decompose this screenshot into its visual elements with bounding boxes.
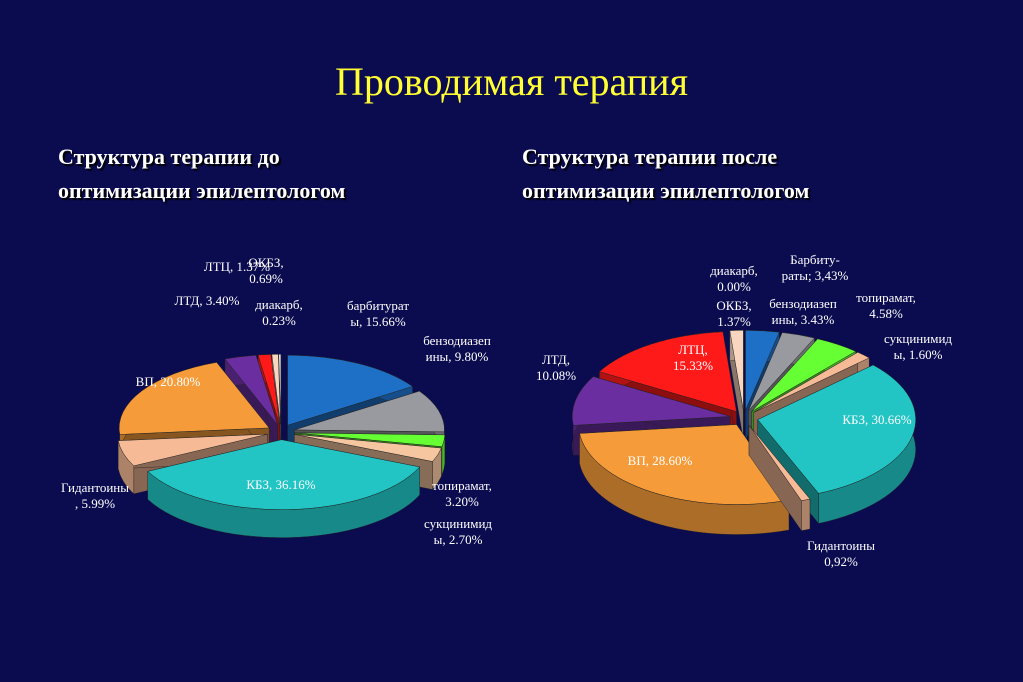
- slice-top: [598, 331, 737, 412]
- left-label-topiramat: топирамат, 3.20%: [432, 478, 492, 509]
- left-label-ltd: ЛТД, 3.40%: [175, 293, 240, 308]
- left-label-vp: ВП, 20.80%: [136, 374, 201, 389]
- slice-top: [118, 362, 270, 435]
- left-subtitle-line-1: Структура терапии до: [58, 144, 280, 169]
- slice-top: [753, 351, 870, 413]
- right-label-ltts: ЛТЦ, 15.33%: [673, 342, 713, 373]
- left-label-benzodiazepiny: бензодиазеп ины, 9.80%: [423, 333, 491, 364]
- right-subtitle-line-1: Структура терапии после: [522, 144, 778, 169]
- left-label-ltts: ЛТЦ, 1.37%: [204, 259, 270, 274]
- slice-top: [147, 439, 421, 510]
- slice-top: [757, 364, 916, 494]
- slice-top: [294, 434, 442, 462]
- left-chart-subtitle: Структура терапии до оптимизации эпилепт…: [58, 140, 345, 208]
- slice-top: [745, 330, 780, 411]
- left-slice-kbz: [147, 439, 421, 538]
- left-label-gidantoiny: Гидантоины, 5.99%: [61, 480, 129, 511]
- left-label-kbz: КБЗ, 36.16%: [246, 477, 315, 492]
- right-slice-gidantoiny: [748, 424, 811, 532]
- slice-top: [224, 355, 278, 425]
- slice-rim: [801, 498, 811, 531]
- slice-top: [257, 354, 280, 425]
- right-label-vp: ВП, 28.60%: [628, 453, 693, 468]
- right-label-benzodiazepiny: бензодиазеп ины, 3.43%: [769, 296, 837, 327]
- left-label-barbituraty: барбитурат ы, 15.66%: [347, 298, 409, 329]
- slice-top: [579, 424, 790, 505]
- right-slice-vp: [579, 423, 790, 535]
- slice-top: [294, 390, 445, 433]
- slice-top: [278, 354, 282, 425]
- right-label-gidantoiny: Гидантоины 0,92%: [807, 538, 875, 569]
- right-label-barbituraty: Барбиту-раты; 3,43%: [782, 252, 849, 283]
- right-label-kbz: КБЗ, 30.66%: [842, 412, 911, 427]
- slice-top: [117, 433, 268, 467]
- slice-top: [729, 330, 744, 411]
- slice-top: [751, 338, 857, 412]
- left-subtitle-line-2: оптимизации эпилептологом: [58, 178, 346, 203]
- slide-title: Проводимая терапия: [335, 59, 688, 104]
- left-label-diakarb: диакарб, 0.23%: [255, 297, 303, 328]
- right-label-okbz: ОКБЗ, 1.37%: [716, 298, 751, 329]
- right-subtitle-line-2: оптимизации эпилептологом: [522, 178, 810, 203]
- slice-top: [748, 425, 811, 501]
- right-label-diakarb: диакарб, 0.00%: [710, 263, 758, 294]
- slice-top: [748, 332, 815, 411]
- slice-top: [287, 354, 414, 426]
- right-slice-okbz: [729, 330, 744, 441]
- right-label-ltd: ЛТД, 10.08%: [536, 352, 576, 383]
- slice-top: [294, 432, 446, 447]
- left-label-suktsinimidy: сукцинимид ы, 2.70%: [424, 516, 492, 547]
- right-chart-subtitle: Структура терапии после оптимизации эпил…: [522, 140, 809, 208]
- left-label-okbz: ОКБЗ, 0.69%: [248, 255, 283, 286]
- right-pie-chart: Барбиту-раты; 3,43% бензодиазеп ины, 3.43%…: [536, 252, 952, 569]
- right-label-topiramat: топирамат, 4.58%: [856, 290, 916, 321]
- slice-top: [271, 354, 281, 425]
- left-pie-chart: барбитурат ы, 15.66% бензодиазеп ины, 9.80%…: [61, 255, 492, 547]
- right-label-suktsinimidy: сукцинимид ы, 1.60%: [884, 331, 952, 362]
- slice-top: [572, 376, 731, 426]
